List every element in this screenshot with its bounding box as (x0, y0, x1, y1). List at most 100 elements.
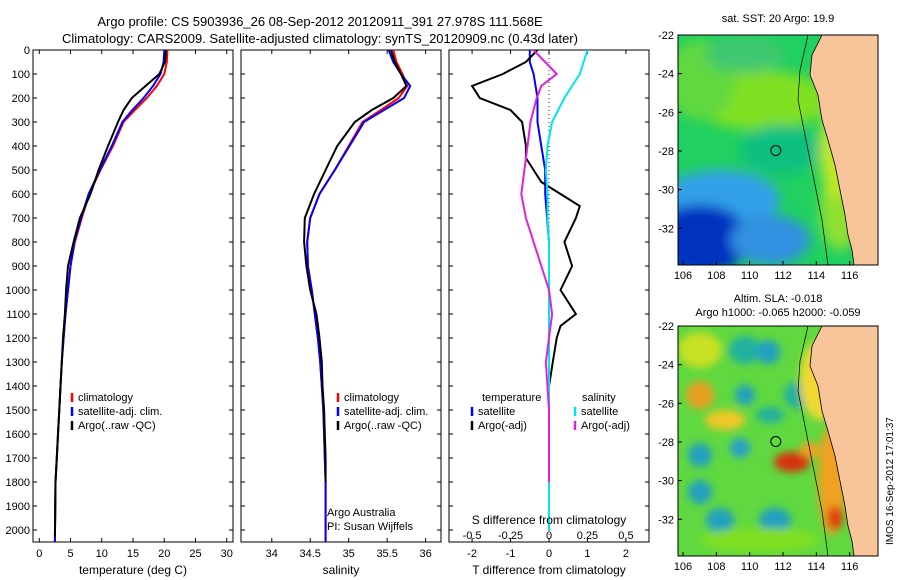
map-x-tick-label: 112 (774, 561, 792, 573)
x-tick-label: 5 (67, 548, 73, 560)
sla-map-title-line1: Altim. SLA: -0.018 (734, 293, 823, 305)
legend-entry: satellite-adj. clim. (78, 406, 162, 418)
sst-land (809, 35, 878, 265)
figure-title-line2: Climatology: CARS2009. Satellite-adjuste… (62, 31, 578, 46)
t-difference-label: T difference from climatology (472, 563, 626, 577)
map-x-tick-label: 114 (808, 561, 826, 573)
map-y-tick-label: -26 (658, 398, 674, 410)
x-tick-label: 34 (266, 548, 278, 560)
s-x-tick-label: 0 (546, 530, 552, 542)
map-y-tick-label: -28 (658, 437, 674, 449)
legend-entry: satellite (581, 406, 618, 418)
argo-australia-annotation: Argo Australia (327, 507, 396, 519)
salinity-panel: 34 34.5 35 35.5 36 salinity climatology satel… (240, 49, 442, 577)
y-tick-label: 1900 (6, 501, 30, 513)
y-tick-label: 1000 (6, 285, 30, 297)
y-tick-label: 1300 (6, 357, 30, 369)
difference-series (470, 50, 589, 530)
map-x-tick-label: 114 (808, 270, 826, 282)
salinity-x-ticks: 34 34.5 35 35.5 36 (266, 50, 432, 560)
figure-title-line1: Argo profile: CS 5903936_26 08-Sep-2012 … (97, 14, 543, 29)
temperature-legend-heading: temperature (482, 392, 541, 404)
y-tick-label: 700 (12, 213, 30, 225)
difference-x-ticks: -2 -1 0 1 2 -0.5 -0.25 0 0.25 0.5 (463, 50, 634, 560)
sst-map-title: sat. SST: 20 Argo: 19.9 (722, 13, 835, 25)
x-tick-label: 25 (189, 548, 201, 560)
sla-map-title-line2: Argo h1000: -0.065 h2000: -0.059 (695, 307, 860, 319)
y-tick-label: 200 (12, 93, 30, 105)
x-tick-label: -2 (467, 548, 477, 560)
x-tick-label: 10 (96, 548, 108, 560)
y-tick-label: 1200 (6, 333, 30, 345)
timestamp-label: IMOS 16-Sep-2012 17:01:37 (885, 417, 896, 545)
sst-map-x-ticks: 106 108 110 112 114 116 (674, 261, 858, 282)
salinity-y-ticks (241, 49, 441, 531)
salinity-legend: climatology satellite-adj. clim. Argo(..ra… (336, 392, 428, 432)
sla-map-frame (677, 325, 879, 557)
sla-isobath (797, 326, 829, 556)
map-y-tick-label: -24 (658, 69, 674, 81)
x-tick-label: 15 (127, 548, 139, 560)
legend-entry: Argo(..raw -QC) (344, 420, 422, 432)
sst-map-panel: sat. SST: 20 Argo: 19.9 106 108 110 112 114 1… (658, 13, 879, 282)
legend-entry: satellite (478, 406, 515, 418)
map-y-tick-label: -22 (658, 30, 674, 42)
temperature-y-ticks: 0 100 200 300 400 500 600 700 800 900 1000 1100 1200… (6, 45, 233, 537)
sla-map-y-ticks: -22 -24 -26 -28 -30 -32 (658, 321, 682, 526)
x-tick-label: 30 (221, 548, 233, 560)
diff-sal-argo (520, 50, 559, 482)
y-tick-label: 300 (12, 117, 30, 129)
salinity-line-2 (303, 50, 408, 482)
map-x-tick-label: 106 (674, 270, 692, 282)
y-tick-label: 500 (12, 165, 30, 177)
x-tick-label: 1 (584, 548, 590, 560)
x-tick-label: 34.5 (300, 548, 321, 560)
difference-legend: temperature satellite Argo(-adj) salinity sa… (470, 392, 630, 432)
legend-entry: Argo(-adj) (581, 420, 630, 432)
y-tick-label: 2000 (6, 525, 30, 537)
x-tick-label: 0 (36, 548, 42, 560)
map-y-tick-label: -32 (658, 223, 674, 235)
y-tick-label: 1800 (6, 477, 30, 489)
temperature-legend: climatology satellite-adj. clim. Argo(..ra… (70, 392, 162, 432)
x-tick-label: 2 (623, 548, 629, 560)
map-x-tick-label: 106 (674, 561, 692, 573)
map-x-tick-label: 110 (741, 561, 759, 573)
sla-field (678, 326, 878, 556)
map-x-tick-label: 108 (707, 561, 725, 573)
legend-entry: climatology (78, 392, 134, 404)
temperature-series (53, 50, 169, 542)
legend-entry: satellite-adj. clim. (344, 406, 428, 418)
s-x-tick-label: -0.5 (463, 530, 482, 542)
x-tick-label: 36 (419, 548, 431, 560)
sla-land (809, 326, 878, 556)
y-tick-label: 600 (12, 189, 30, 201)
temperature-x-label: temperature (deg C) (79, 563, 187, 577)
salinity-axes-frame (240, 49, 442, 543)
difference-panel: -2 -1 0 1 2 -0.5 -0.25 0 0.25 0.5 S difference fr… (448, 49, 650, 577)
y-tick-label: 0 (24, 45, 30, 57)
s-x-tick-label: 0.25 (577, 530, 598, 542)
diff-temp-argo (470, 50, 581, 410)
map-y-tick-label: -30 (658, 185, 674, 197)
map-x-tick-label: 110 (741, 270, 759, 282)
temperature-axes-frame (32, 49, 234, 543)
legend-entry: climatology (344, 392, 400, 404)
map-x-tick-label: 112 (774, 270, 792, 282)
y-tick-label: 1100 (6, 309, 30, 321)
x-tick-label: 20 (158, 548, 170, 560)
difference-y-ticks (449, 49, 649, 531)
x-tick-label: 35 (343, 548, 355, 560)
temperature-line-2 (53, 50, 168, 538)
map-y-tick-label: -30 (658, 476, 674, 488)
salinity-legend-heading: salinity (582, 392, 616, 404)
s-x-tick-label: -0.25 (498, 530, 523, 542)
y-tick-label: 1700 (6, 453, 30, 465)
s-x-tick-label: 0.5 (618, 530, 633, 542)
x-tick-label: -1 (506, 548, 516, 560)
pi-annotation: PI: Susan Wijffels (327, 521, 413, 533)
map-x-tick-label: 116 (841, 561, 859, 573)
map-y-tick-label: -24 (658, 360, 674, 372)
map-x-tick-label: 108 (707, 270, 725, 282)
salinity-series (303, 50, 412, 542)
